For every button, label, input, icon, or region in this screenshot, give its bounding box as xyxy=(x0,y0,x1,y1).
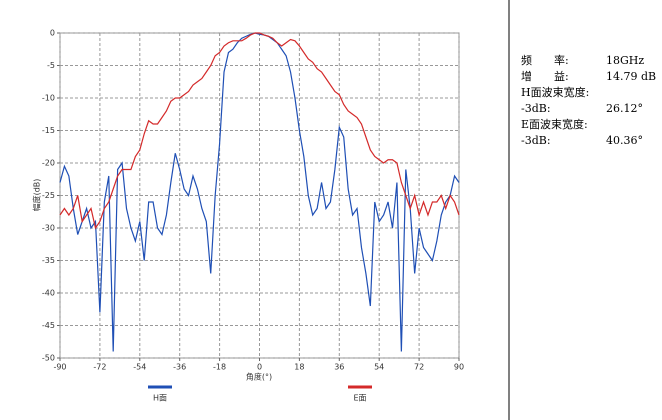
x-tick-label: 54 xyxy=(374,363,384,372)
x-tick-label: 0 xyxy=(257,363,262,372)
y-tick-label: -50 xyxy=(42,354,55,363)
info-label: E面波束宽度: xyxy=(521,117,588,131)
y-tick-label: -15 xyxy=(42,126,55,135)
info-label: H面波束宽度: xyxy=(521,85,589,99)
info-value: 26.12° xyxy=(606,102,643,115)
y-tick-label: -40 xyxy=(42,289,55,298)
y-tick-label: -5 xyxy=(47,61,55,70)
y-tick-label: -20 xyxy=(42,159,55,168)
series-line xyxy=(59,32,460,230)
y-tick-label: -25 xyxy=(42,191,55,200)
info-label: 频 率: xyxy=(521,53,569,67)
x-tick-label: -54 xyxy=(133,363,146,372)
info-label: 增 益: xyxy=(521,69,569,83)
legend-label: H面 xyxy=(153,394,167,403)
x-tick-label: -90 xyxy=(53,363,66,372)
info-value: 14.79 dB xyxy=(606,70,656,83)
info-label: -3dB: xyxy=(521,134,551,147)
y-tick-label: -30 xyxy=(42,224,55,233)
x-tick-label: -72 xyxy=(93,363,106,372)
info-panel: 频 率: 18GHz 增 益: 14.79 dB H面波束宽度: -3dB: 26.12° E… xyxy=(521,53,656,147)
x-tick-label: -36 xyxy=(173,363,186,372)
series-line xyxy=(59,32,460,352)
x-tick-label: 72 xyxy=(414,363,424,372)
info-label: -3dB: xyxy=(521,102,551,115)
x-axis-label: 角度(°) xyxy=(246,372,272,382)
y-tick-label: 0 xyxy=(50,29,55,38)
legend-label: E面 xyxy=(353,394,366,403)
y-tick-label: -45 xyxy=(42,321,55,330)
info-value: 40.36° xyxy=(606,134,643,147)
x-tick-label: 90 xyxy=(454,363,464,372)
x-tick-label: 36 xyxy=(334,363,344,372)
x-tick-label: -18 xyxy=(213,363,226,372)
info-value: 18GHz xyxy=(606,54,644,67)
y-tick-label: -10 xyxy=(42,94,55,103)
y-tick-label: -35 xyxy=(42,256,55,265)
y-axis-label: 幅度(dB) xyxy=(32,179,42,212)
x-tick-label: 18 xyxy=(294,363,304,372)
